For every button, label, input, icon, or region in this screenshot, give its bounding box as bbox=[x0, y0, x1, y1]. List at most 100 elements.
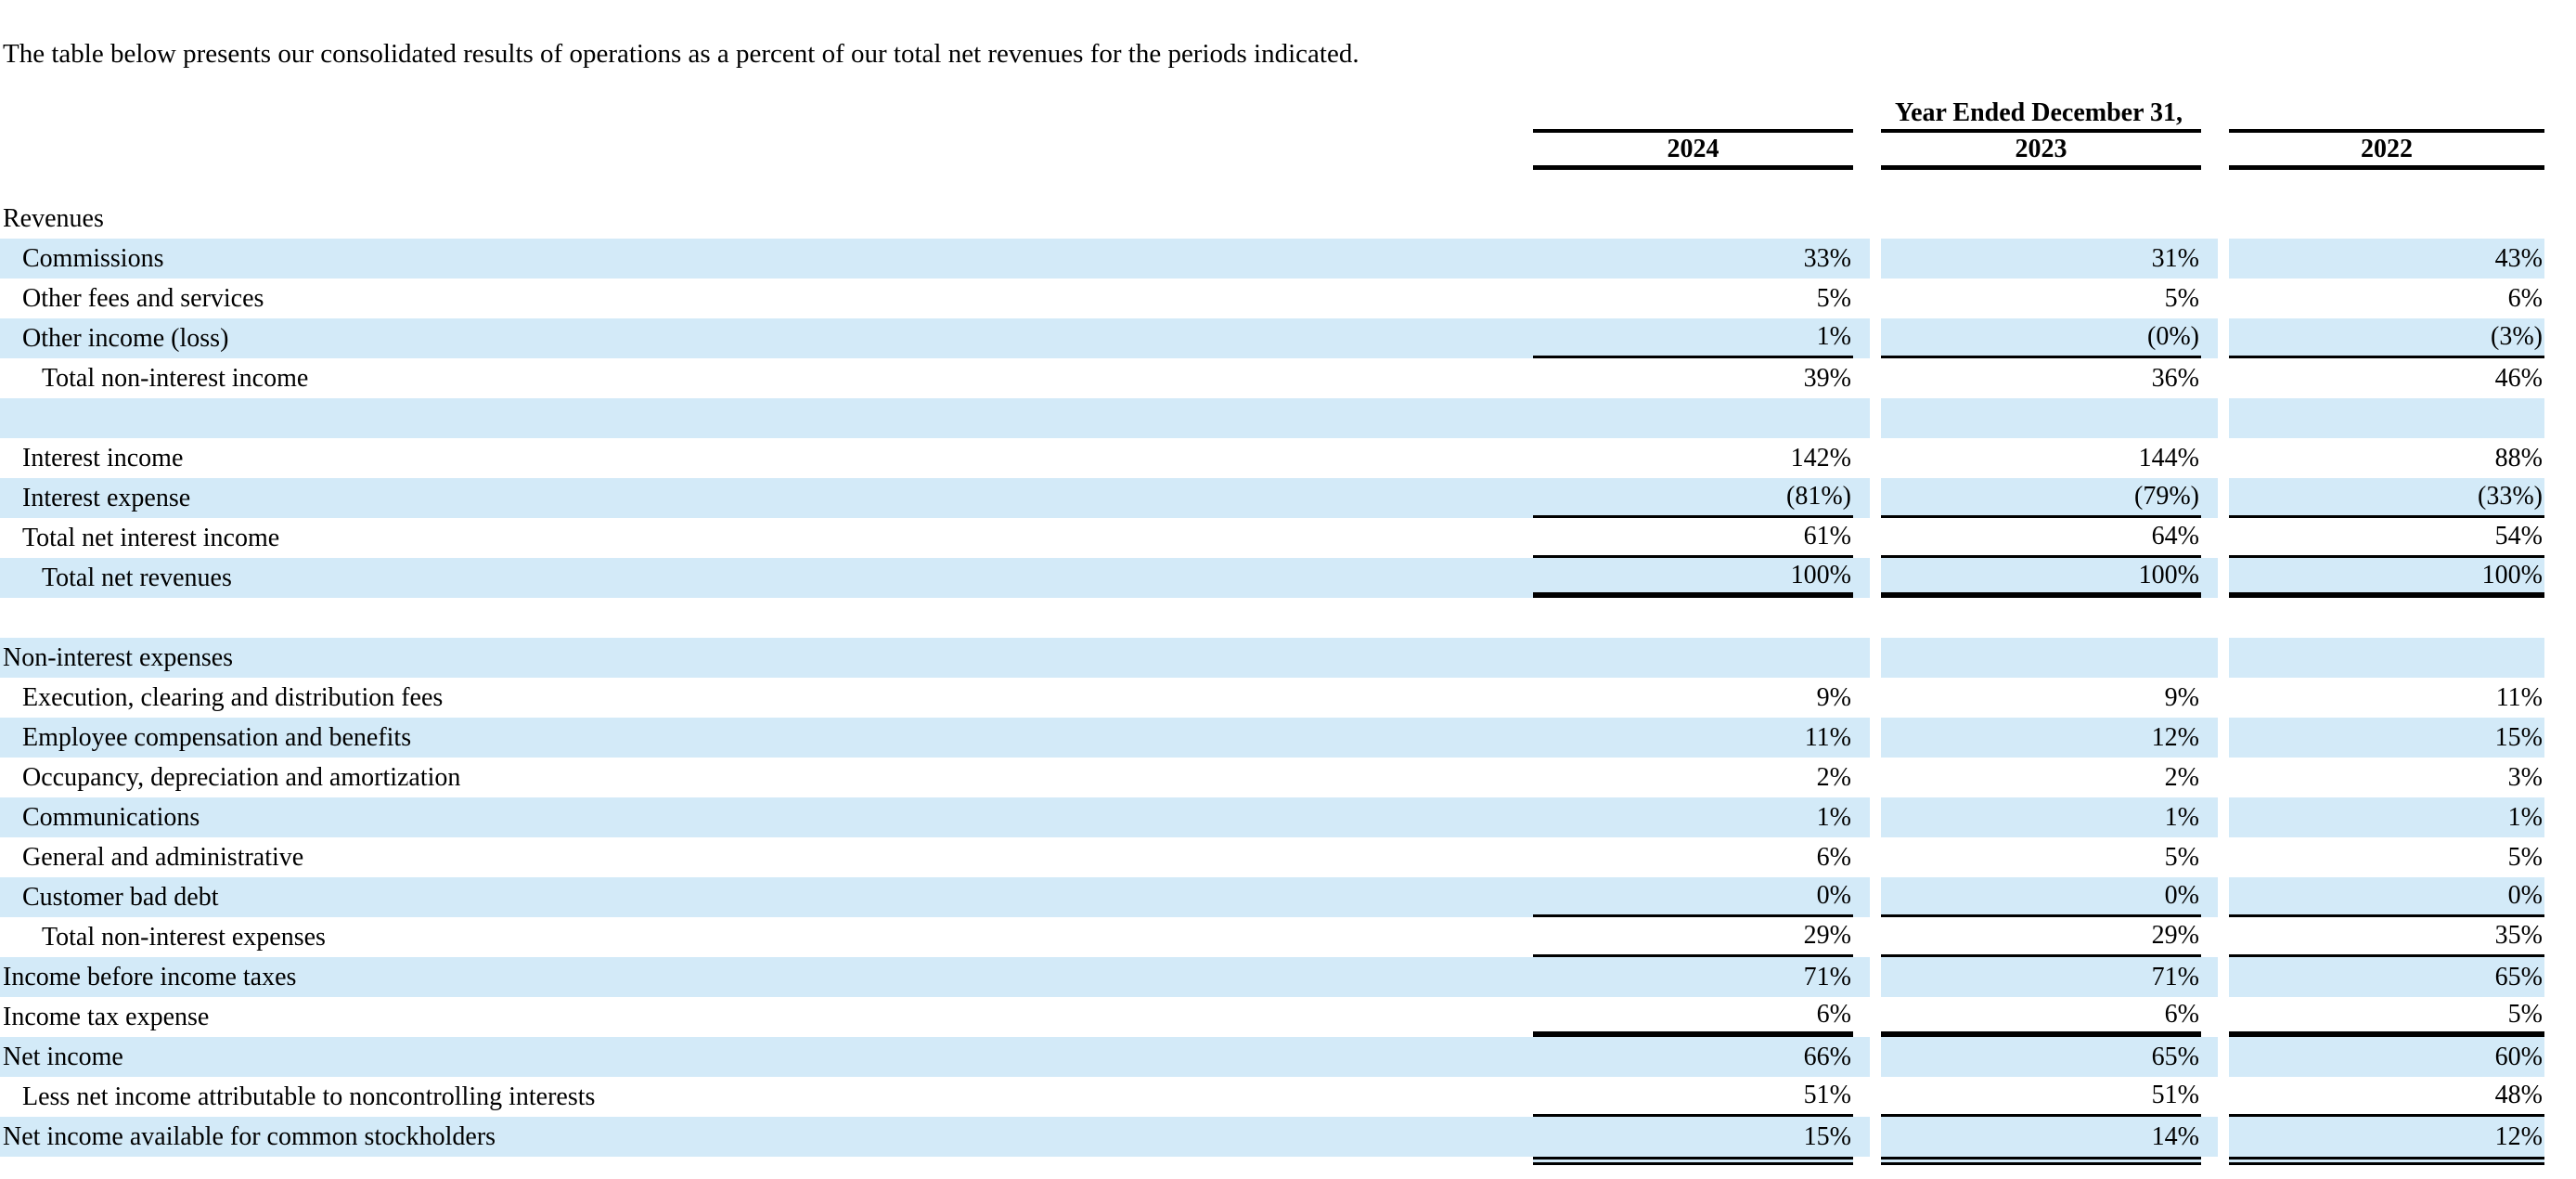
column-spacer bbox=[1853, 1117, 1870, 1157]
column-spacer bbox=[1853, 1037, 1870, 1077]
row-label: Income before income taxes bbox=[0, 957, 1533, 997]
column-gap bbox=[2218, 877, 2229, 917]
column-gap bbox=[1870, 758, 1881, 797]
value-cell: 3% bbox=[2507, 762, 2543, 792]
value-cell bbox=[1533, 638, 1853, 678]
value-cell: 29% bbox=[1881, 917, 2201, 957]
column-gap bbox=[1870, 398, 1881, 438]
value-cell: 11% bbox=[2495, 682, 2543, 712]
table-row: Total non-interest income 39% 36% 46% bbox=[0, 358, 2576, 398]
column-gap bbox=[2218, 279, 2229, 318]
column-gap bbox=[1870, 797, 1881, 837]
row-label: Net income available for common stockhol… bbox=[0, 1117, 1533, 1157]
value-cell: 5% bbox=[2229, 997, 2544, 1037]
row-label: Less net income attributable to noncontr… bbox=[22, 1082, 596, 1111]
right-margin bbox=[2544, 199, 2576, 239]
value-cell bbox=[1881, 638, 2201, 678]
value-cell bbox=[1881, 199, 2201, 239]
column-spacer bbox=[2201, 997, 2218, 1037]
header-title-underline bbox=[0, 129, 2576, 133]
column-gap bbox=[2218, 1037, 2229, 1077]
table-row: Revenues bbox=[0, 199, 2576, 239]
value-cell: 71% bbox=[1533, 957, 1853, 997]
column-gap bbox=[2218, 239, 2229, 279]
column-gap bbox=[2218, 678, 2229, 718]
column-gap bbox=[2218, 1117, 2229, 1157]
column-gap bbox=[2218, 518, 2229, 558]
column-spacer bbox=[2201, 279, 2218, 318]
column-spacer bbox=[2201, 1117, 2218, 1157]
rule-segment bbox=[2229, 129, 2544, 133]
column-gap bbox=[2218, 1077, 2229, 1117]
column-gap bbox=[1870, 837, 1881, 877]
value-cell: 0% bbox=[1881, 877, 2201, 917]
table-row: Employee compensation and benefits 11% 1… bbox=[0, 718, 2576, 758]
column-spacer bbox=[1853, 518, 1870, 558]
value-cell: 5% bbox=[2164, 842, 2199, 872]
column-spacer bbox=[1853, 797, 1870, 837]
rule-segment bbox=[1881, 165, 2201, 170]
value-cell: 51% bbox=[1881, 1077, 2201, 1117]
value-cell: 100% bbox=[1533, 558, 1853, 598]
table-row: Execution, clearing and distribution fee… bbox=[0, 678, 2576, 718]
value-cell: 0% bbox=[2229, 877, 2544, 917]
column-spacer bbox=[2201, 1077, 2218, 1117]
column-gap bbox=[2218, 478, 2229, 518]
column-spacer bbox=[1853, 478, 1870, 518]
column-gap bbox=[1870, 358, 1881, 398]
value-cell: (0%) bbox=[1881, 318, 2201, 358]
row-label: Execution, clearing and distribution fee… bbox=[22, 682, 444, 712]
column-spacer bbox=[2201, 797, 2218, 837]
year-column-header-2022: 2022 bbox=[2361, 135, 2413, 163]
value-cell: 6% bbox=[1881, 997, 2201, 1037]
header-label-spacer bbox=[0, 97, 1533, 129]
rule-segment bbox=[1533, 129, 1853, 133]
value-cell: (81%) bbox=[1533, 478, 1853, 518]
value-cell bbox=[1533, 598, 1853, 638]
right-margin bbox=[2544, 1037, 2576, 1077]
value-cell: 65% bbox=[2229, 957, 2544, 997]
value-cell: 12% bbox=[2229, 1117, 2544, 1165]
value-cell: 36% bbox=[2151, 363, 2199, 393]
year-header-underline bbox=[0, 165, 2576, 170]
right-margin bbox=[2544, 917, 2576, 957]
column-spacer bbox=[1853, 837, 1870, 877]
value-cell: 1% bbox=[1533, 318, 1853, 358]
value-cell bbox=[2229, 638, 2544, 678]
rule-segment bbox=[1533, 165, 1853, 170]
right-margin bbox=[2544, 398, 2576, 438]
column-gap bbox=[2218, 718, 2229, 758]
value-cell: 31% bbox=[1881, 239, 2201, 279]
value-cell: 66% bbox=[1533, 1037, 1853, 1077]
column-spacer bbox=[1853, 877, 1870, 917]
column-gap bbox=[1870, 1117, 1881, 1157]
value-cell: 2% bbox=[2164, 762, 2199, 792]
column-gap bbox=[1870, 718, 1881, 758]
column-gap bbox=[2218, 837, 2229, 877]
right-margin bbox=[2544, 318, 2576, 358]
column-gap bbox=[2218, 358, 2229, 398]
column-gap bbox=[2218, 797, 2229, 837]
value-cell bbox=[1881, 398, 2201, 438]
value-cell: 64% bbox=[1881, 518, 2201, 558]
right-margin bbox=[2544, 518, 2576, 558]
column-gap bbox=[1870, 917, 1881, 957]
column-gap bbox=[1870, 239, 1881, 279]
row-label: Non-interest expenses bbox=[0, 638, 1533, 678]
year-column-header-2023: 2023 bbox=[2015, 135, 2067, 163]
table-header: Year Ended December 31, 2024 2023 2022 bbox=[0, 97, 2576, 170]
value-cell: 5% bbox=[1816, 283, 1851, 313]
column-spacer bbox=[1853, 678, 1870, 718]
row-label: Commissions bbox=[0, 239, 1533, 279]
column-spacer bbox=[2201, 318, 2218, 358]
row-label: Total non-interest expenses bbox=[42, 922, 326, 952]
column-spacer bbox=[2201, 877, 2218, 917]
column-spacer bbox=[2201, 837, 2218, 877]
row-label: Total non-interest income bbox=[42, 363, 309, 393]
value-cell bbox=[2229, 398, 2544, 438]
year-header-row: 2024 2023 2022 bbox=[0, 133, 2576, 165]
column-spacer bbox=[2201, 917, 2218, 957]
column-gap bbox=[1870, 997, 1881, 1037]
right-margin bbox=[2544, 797, 2576, 837]
table-row: Total net revenues 100% 100% 100% bbox=[0, 558, 2576, 598]
